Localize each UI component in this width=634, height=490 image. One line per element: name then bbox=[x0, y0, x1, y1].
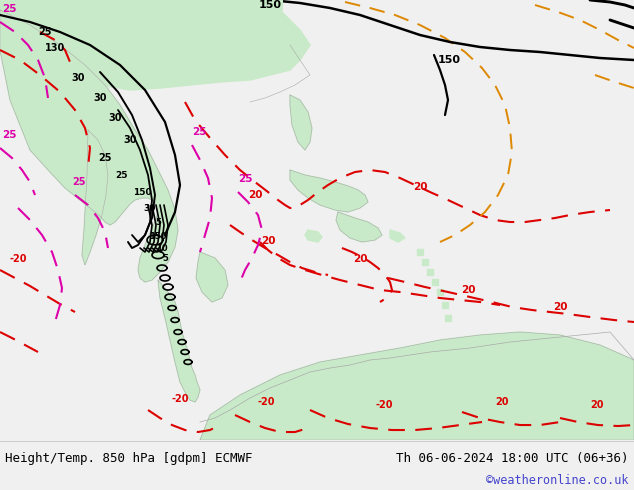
Polygon shape bbox=[0, 10, 178, 282]
Text: 20: 20 bbox=[248, 190, 262, 200]
Text: 20: 20 bbox=[261, 236, 275, 246]
Polygon shape bbox=[445, 315, 451, 321]
Text: 25: 25 bbox=[2, 4, 16, 14]
Text: 5: 5 bbox=[155, 218, 161, 226]
Polygon shape bbox=[422, 259, 428, 265]
Polygon shape bbox=[437, 289, 443, 295]
Polygon shape bbox=[0, 0, 310, 90]
Text: 25: 25 bbox=[38, 27, 52, 37]
Text: 25: 25 bbox=[98, 153, 112, 163]
Polygon shape bbox=[305, 230, 322, 242]
Text: 10: 10 bbox=[156, 244, 168, 252]
Text: 25: 25 bbox=[2, 130, 16, 140]
Polygon shape bbox=[336, 212, 382, 242]
Text: 150: 150 bbox=[259, 0, 281, 10]
Polygon shape bbox=[82, 130, 108, 265]
Text: 25: 25 bbox=[72, 177, 86, 187]
Text: -20: -20 bbox=[172, 394, 190, 404]
Text: 25: 25 bbox=[238, 174, 252, 184]
Text: 150: 150 bbox=[133, 188, 152, 196]
Text: 20: 20 bbox=[553, 302, 567, 312]
Text: 30: 30 bbox=[93, 93, 107, 103]
Text: 20: 20 bbox=[495, 397, 508, 407]
Text: 30: 30 bbox=[108, 113, 122, 123]
Polygon shape bbox=[290, 95, 312, 150]
Text: 5: 5 bbox=[162, 253, 168, 263]
Polygon shape bbox=[432, 279, 438, 285]
Polygon shape bbox=[290, 170, 368, 212]
Text: -20: -20 bbox=[10, 254, 27, 264]
Text: 30: 30 bbox=[71, 73, 85, 83]
Text: 20: 20 bbox=[353, 254, 367, 264]
Text: 30: 30 bbox=[123, 135, 137, 145]
Text: 20: 20 bbox=[461, 285, 476, 295]
Polygon shape bbox=[442, 302, 448, 308]
Polygon shape bbox=[417, 249, 423, 255]
Text: Th 06-06-2024 18:00 UTC (06+36): Th 06-06-2024 18:00 UTC (06+36) bbox=[396, 451, 629, 465]
Text: ©weatheronline.co.uk: ©weatheronline.co.uk bbox=[486, 473, 629, 487]
Polygon shape bbox=[390, 230, 405, 242]
Text: 25: 25 bbox=[116, 171, 128, 179]
Polygon shape bbox=[158, 280, 200, 402]
Text: -20: -20 bbox=[375, 400, 392, 410]
Text: 130: 130 bbox=[45, 43, 65, 53]
Text: 20: 20 bbox=[413, 182, 427, 192]
Text: -20: -20 bbox=[258, 397, 276, 407]
Text: Height/Temp. 850 hPa [gdpm] ECMWF: Height/Temp. 850 hPa [gdpm] ECMWF bbox=[5, 451, 252, 465]
Text: 150: 150 bbox=[149, 231, 167, 241]
Text: 150: 150 bbox=[438, 55, 461, 65]
Text: 25: 25 bbox=[192, 127, 207, 137]
Polygon shape bbox=[196, 252, 228, 302]
Text: 20: 20 bbox=[590, 400, 604, 410]
Polygon shape bbox=[200, 332, 634, 440]
Text: 30: 30 bbox=[144, 203, 156, 213]
Polygon shape bbox=[427, 269, 433, 275]
